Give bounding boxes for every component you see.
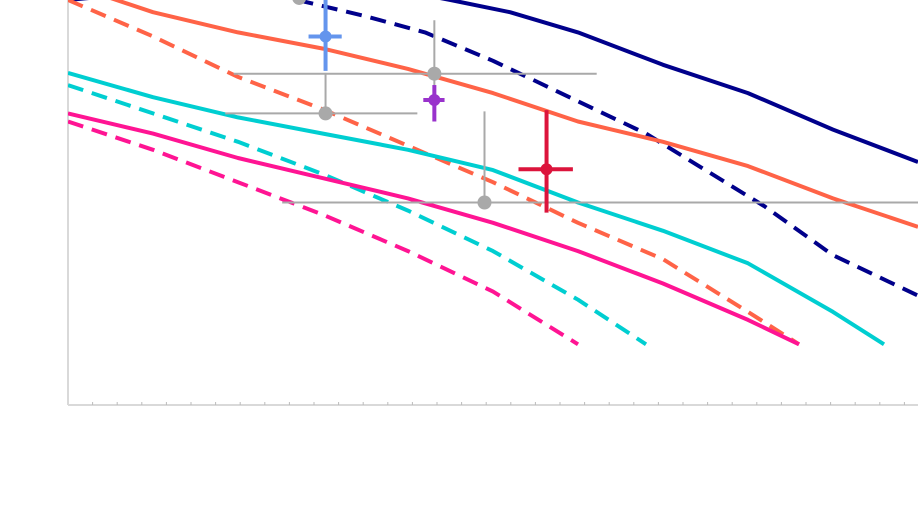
series-line-3 (110, 0, 918, 229)
series-line-7 (68, 111, 800, 347)
point-marker (292, 0, 306, 5)
data-point-4 (233, 20, 597, 102)
series-line-8 (68, 119, 580, 346)
data-point-7 (518, 110, 573, 213)
data-point-3 (282, 111, 918, 210)
data-point-6 (423, 85, 445, 122)
x-axis-ticks (92, 402, 905, 405)
series-line-6 (68, 83, 648, 346)
point-marker (318, 106, 333, 121)
point-marker (428, 94, 441, 107)
series-line-4 (68, 0, 801, 346)
data-markers (225, 0, 918, 213)
point-marker (319, 30, 332, 43)
data-point-1 (292, 0, 306, 5)
series-line-5 (68, 70, 886, 346)
series-lines (68, 0, 918, 347)
series-line-2 (297, 0, 918, 298)
data-point-5 (308, 0, 342, 71)
series-line-1 (68, 0, 918, 164)
data-point-2 (225, 72, 418, 121)
point-marker (477, 195, 492, 210)
point-marker (427, 66, 442, 81)
point-marker (540, 163, 553, 176)
